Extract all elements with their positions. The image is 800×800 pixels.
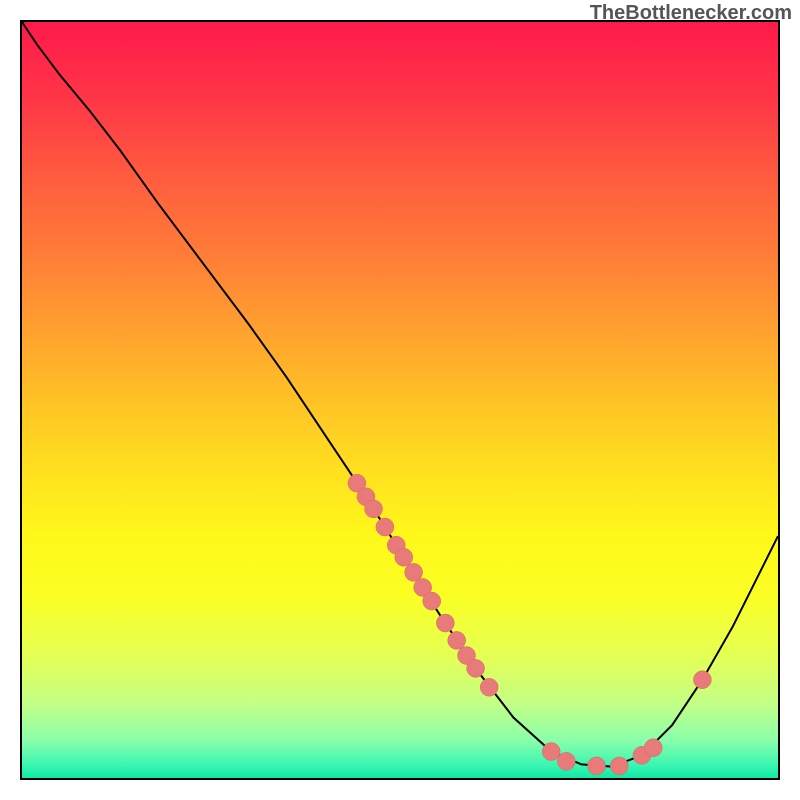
data-marker [480, 678, 498, 696]
data-marker [693, 671, 711, 689]
data-marker [395, 548, 413, 566]
data-marker [557, 752, 575, 770]
data-marker [436, 614, 454, 632]
data-marker [588, 757, 606, 775]
watermark-label: TheBottlenecker.com [590, 2, 792, 25]
data-marker [365, 500, 383, 518]
data-marker [423, 592, 441, 610]
plot-area [20, 20, 780, 780]
bottleneck-curve [22, 22, 778, 767]
curve-layer [22, 22, 778, 778]
data-markers [348, 474, 711, 775]
data-marker [610, 757, 628, 775]
data-marker [448, 631, 466, 649]
data-marker [405, 563, 423, 581]
data-marker [376, 518, 394, 536]
chart-container: TheBottlenecker.com [0, 0, 800, 800]
data-marker [467, 659, 485, 677]
data-marker [644, 739, 662, 757]
data-marker [542, 743, 560, 761]
